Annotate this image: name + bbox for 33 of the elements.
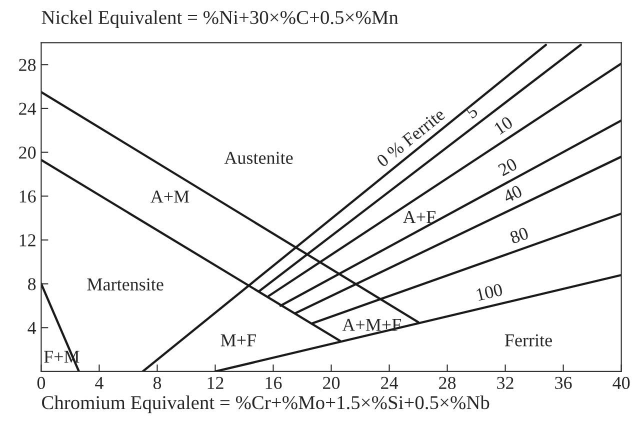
y-tick-label: 24 [19, 102, 36, 115]
text: 5 [465, 104, 478, 119]
y-tick-label: 28 [19, 58, 36, 72]
text: 20 [497, 158, 518, 176]
y-tick-label: 20 [19, 146, 36, 159]
y-tick-label: 8 [28, 278, 36, 290]
x-axis-title: Chromium Equivalent = %Cr+%Mo+1.5×%Si+0.5×%Nb [42, 396, 490, 414]
annotation: A+M [150, 190, 190, 203]
x-tick-label: 36 [555, 376, 572, 390]
x-tick-label: 24 [381, 376, 398, 389]
annotation: Martensite [87, 278, 164, 291]
x-tick-label: 4 [95, 376, 104, 389]
x-tick-label: 32 [497, 376, 514, 390]
y-tick-label: 4 [28, 322, 36, 334]
y-tick-label: 12 [20, 234, 36, 246]
x-tick-label: 20 [323, 376, 340, 390]
text: 80 [509, 226, 530, 244]
annotation: Austenite [224, 152, 293, 164]
annotation: A+F [402, 211, 436, 223]
text: 100 [476, 283, 504, 301]
x-tick-label: 12 [208, 376, 224, 389]
y-tick-label: 16 [20, 190, 36, 203]
annotation: Ferrite [504, 334, 552, 346]
y-axis-title: Nickel Equivalent = %Ni+30×%C+0.5×%Mn [42, 10, 398, 28]
text: 40 [502, 184, 523, 204]
x-tick-label: 8 [153, 376, 162, 390]
x-tick-label: 28 [439, 376, 456, 390]
annotation: M+F [220, 334, 256, 346]
x-tick-label: 16 [266, 376, 282, 390]
text: 10 [494, 116, 514, 135]
x-tick-label: 40 [612, 376, 630, 390]
x-tick-label: 0 [37, 376, 46, 390]
annotation: A+M+F [342, 318, 401, 331]
